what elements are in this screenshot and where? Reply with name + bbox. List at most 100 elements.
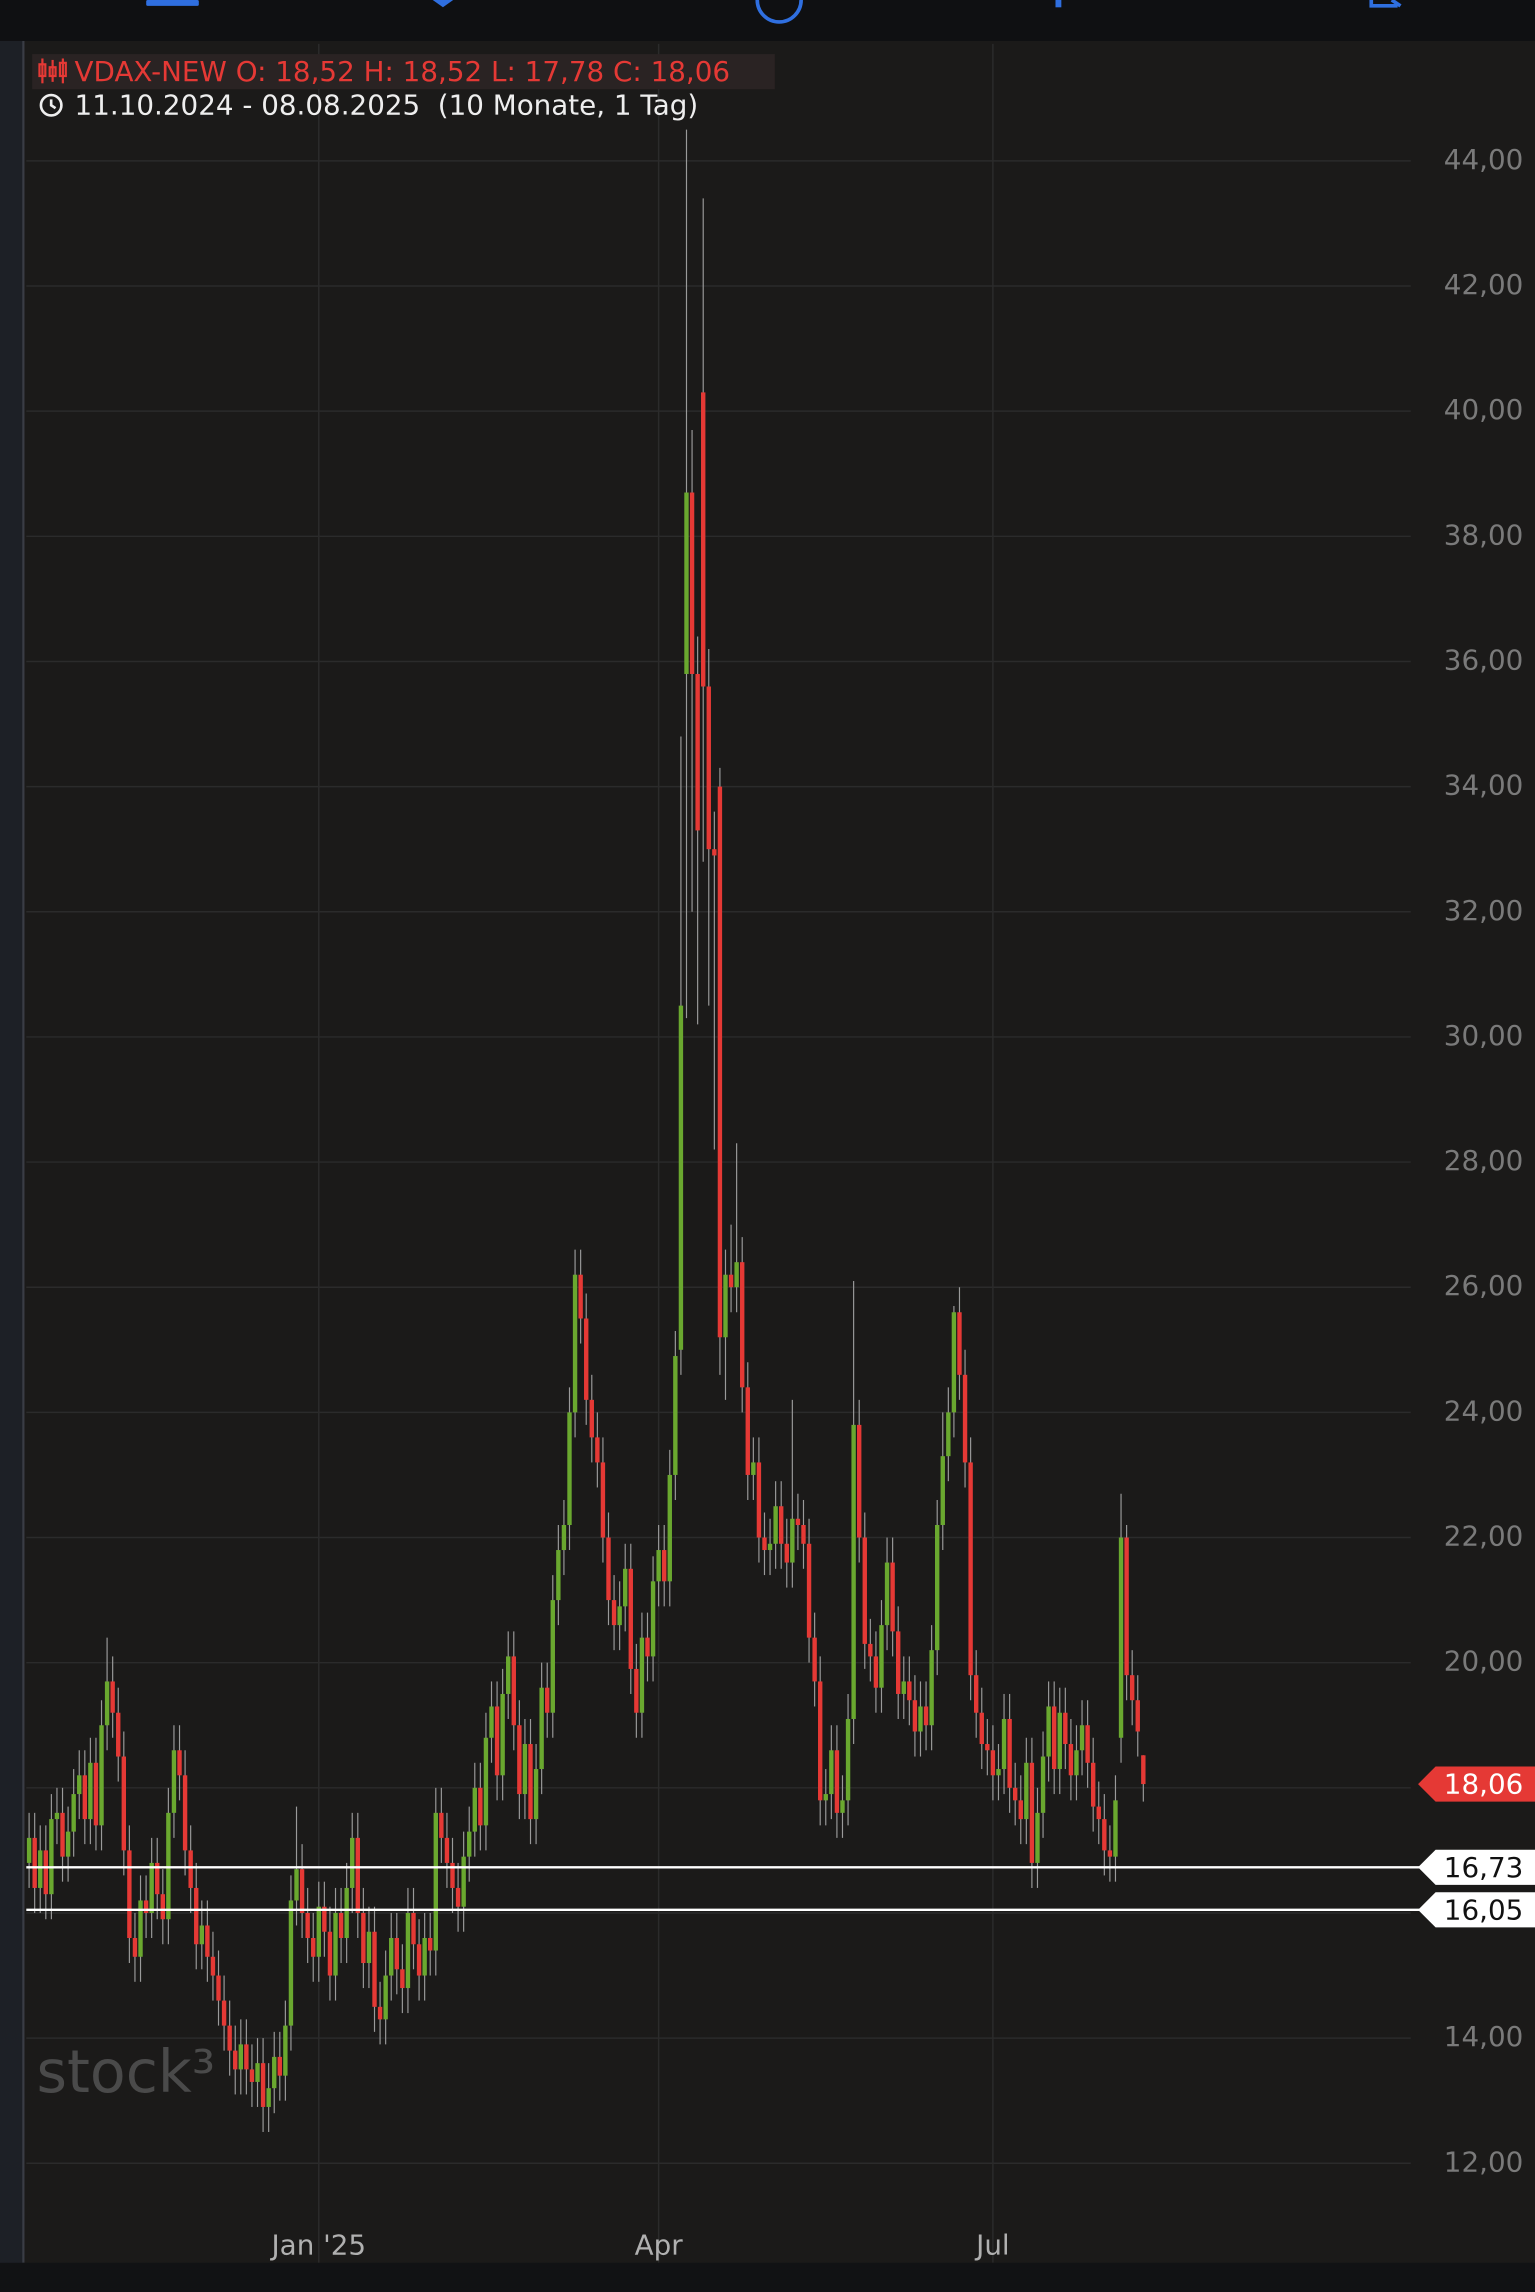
candle-body: [1135, 1700, 1140, 1732]
candle-body: [979, 1712, 984, 1745]
candle-body: [277, 2056, 282, 2076]
x-tick-label: Jan '25: [269, 2229, 366, 2262]
candle-body: [65, 1831, 71, 1857]
candle-body: [1018, 1800, 1023, 1820]
candle-body: [205, 1925, 210, 1957]
toolbar-icon[interactable]: [755, 0, 803, 24]
period: (10 Monate, 1 Tag): [438, 89, 699, 122]
candle-body: [1046, 1706, 1051, 1757]
ohlc-value: 18,52: [403, 55, 483, 88]
candle-body: [740, 1262, 745, 1388]
candle-body: [149, 1862, 154, 1913]
candle-body: [260, 2063, 266, 2107]
candle-body: [338, 1912, 344, 1939]
candle-body: [405, 1912, 411, 1989]
candle-body: [645, 1637, 650, 1657]
candle-body: [539, 1687, 544, 1770]
candle-body: [1068, 1744, 1074, 1776]
candle-body: [667, 1474, 672, 1582]
candle-body: [862, 1537, 867, 1644]
candle-body: [717, 786, 723, 1338]
candle-body: [333, 1912, 338, 1976]
candle-body: [751, 1462, 756, 1475]
candle-body: [1079, 1725, 1085, 1751]
candle-body: [1107, 1850, 1113, 1857]
y-tick-label: 14,00: [1444, 2020, 1524, 2053]
y-tick-label: 28,00: [1444, 1144, 1524, 1177]
candle-body: [400, 1969, 405, 1989]
candle-body: [1090, 1762, 1096, 1807]
candles: [26, 129, 1146, 2132]
candle-body: [912, 1700, 918, 1732]
candle-body: [934, 1525, 940, 1651]
candle-body: [1007, 1718, 1012, 1788]
candle-body: [500, 1693, 505, 1776]
candle-body: [623, 1568, 628, 1607]
candle-body: [238, 2044, 243, 2070]
y-tick-label: 20,00: [1444, 1645, 1524, 1678]
candle-body: [272, 2056, 277, 2089]
candle-body: [355, 1837, 360, 1913]
candle-body: [327, 1931, 333, 1976]
candle-body: [266, 2088, 271, 2107]
candle-body: [166, 1812, 171, 1920]
candle-body: [706, 686, 711, 850]
candle-body: [43, 1850, 49, 1895]
y-tick-label: 42,00: [1444, 268, 1524, 301]
candle-body: [32, 1837, 37, 1888]
toolbar-icon[interactable]: [432, 0, 454, 8]
header-bg: [32, 54, 775, 90]
level-tag: [1418, 1849, 1535, 1885]
candle-body: [985, 1744, 990, 1751]
ohlc-value: 17,78: [525, 55, 605, 88]
y-tick-label: 38,00: [1444, 518, 1524, 551]
candle-body: [506, 1656, 511, 1694]
candle-body: [1141, 1755, 1146, 1785]
candle-body: [773, 1506, 778, 1544]
candle-body: [901, 1681, 906, 1694]
candle-body: [1118, 1537, 1124, 1738]
candle-body: [428, 1938, 433, 1951]
date-line: 11.10.2024 - 08.08.2025 (10 Monate, 1 Tag…: [75, 89, 699, 122]
candle-body: [350, 1837, 355, 1888]
candle-body: [422, 1938, 427, 1976]
candle-body: [1129, 1675, 1135, 1701]
candle-body: [444, 1837, 450, 1863]
candle-body: [127, 1850, 132, 1939]
candle-body: [634, 1668, 639, 1713]
candle-body: [545, 1687, 550, 1713]
candle-body: [233, 2050, 238, 2070]
candle-body: [227, 2025, 232, 2051]
toolbar-icon[interactable]: [1369, 0, 1402, 8]
candle-body: [840, 1800, 845, 1813]
candle-body: [494, 1706, 500, 1776]
candle-body: [929, 1650, 934, 1726]
candle-body: [990, 1750, 996, 1776]
candle-body: [561, 1525, 567, 1551]
levels: 16,73 16,05 18,06: [26, 1766, 1535, 1928]
candle-body: [756, 1462, 762, 1538]
candle-body: [656, 1550, 661, 1582]
candle-body: [1085, 1725, 1090, 1763]
candle-body: [572, 1274, 578, 1413]
candle-body: [188, 1850, 193, 1888]
candle-body: [489, 1706, 494, 1738]
candle-body: [973, 1675, 979, 1713]
candle-body: [528, 1744, 533, 1820]
candle-body: [82, 1775, 88, 1820]
toolbar-icon[interactable]: [1055, 0, 1062, 8]
candle-body: [389, 1938, 394, 1976]
candle-body: [511, 1656, 516, 1726]
candle-body: [628, 1568, 633, 1669]
candle-body: [110, 1681, 115, 1713]
candle-body: [461, 1856, 466, 1907]
candle-body: [411, 1912, 416, 1945]
candle-body: [199, 1925, 204, 1945]
candle-body: [377, 2006, 383, 2020]
candle-body: [177, 1750, 182, 1776]
candle-body: [957, 1312, 962, 1375]
candle-body: [1074, 1750, 1079, 1776]
candle-body: [673, 1356, 678, 1475]
candle-body: [88, 1762, 93, 1820]
toolbar-icon[interactable]: [146, 0, 199, 6]
